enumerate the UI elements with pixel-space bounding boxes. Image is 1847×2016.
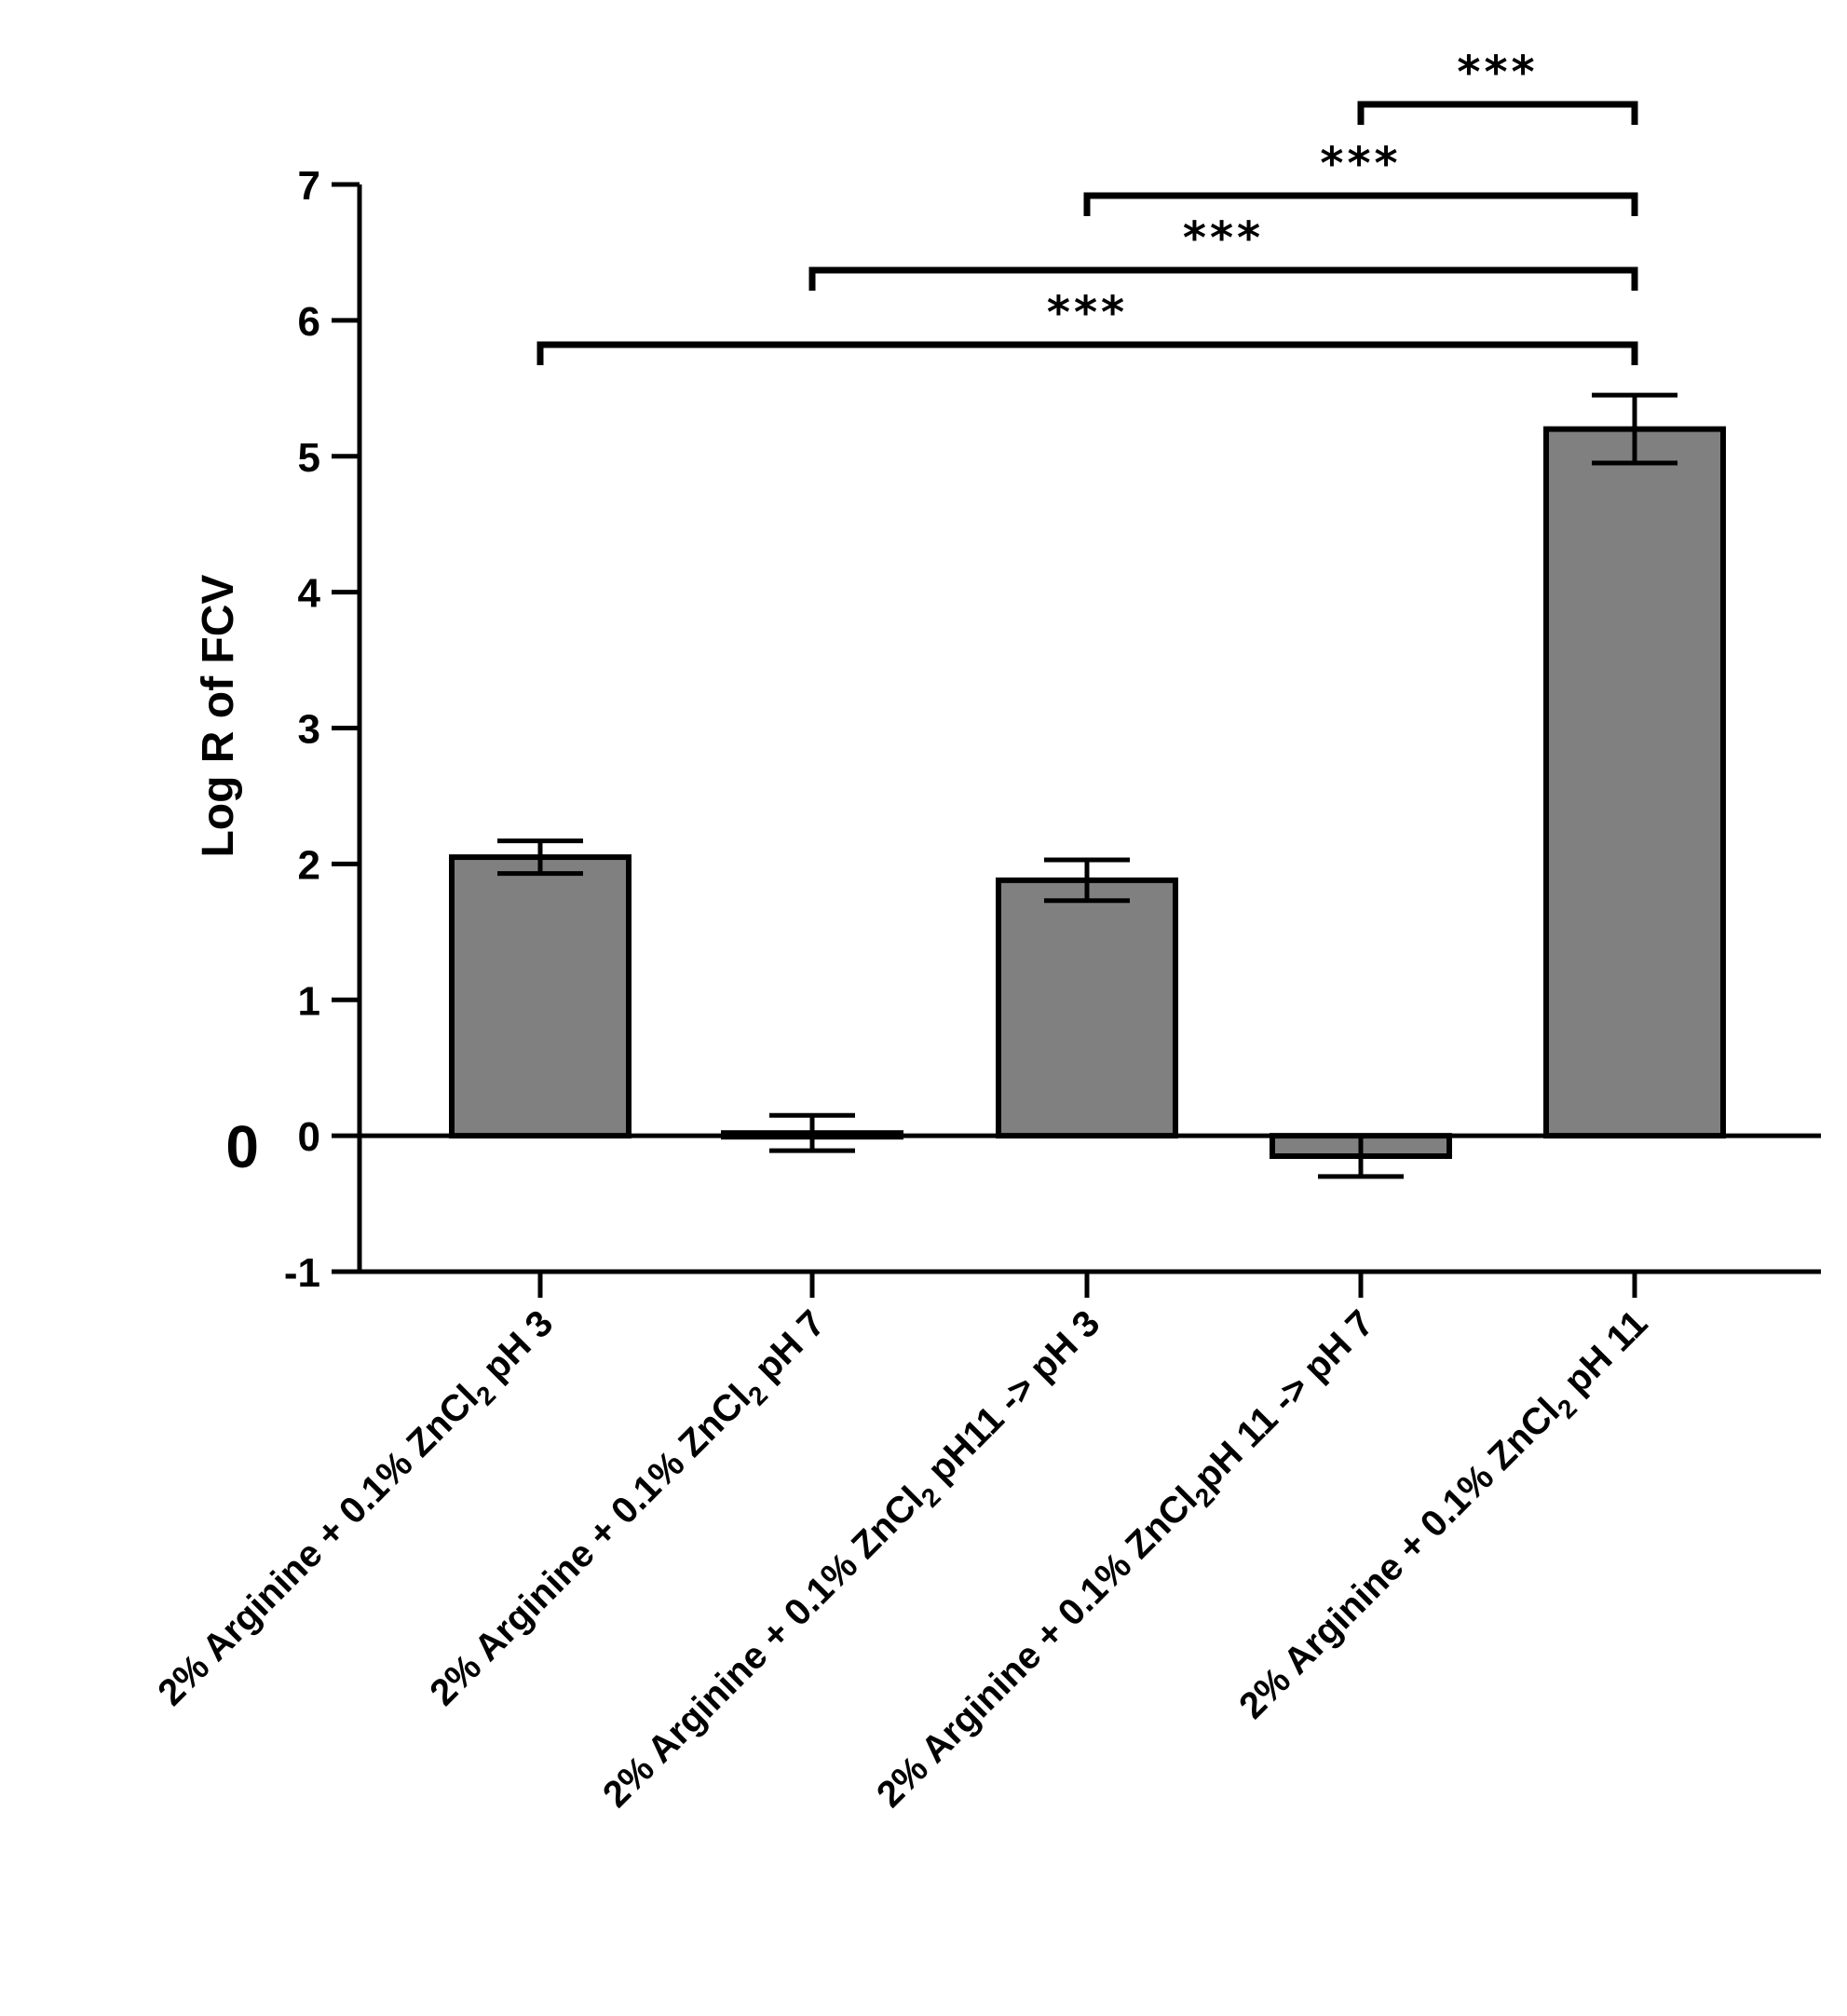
significance-brackets: *** *** *** *** bbox=[536, 47, 1638, 365]
y-tick-label: 4 bbox=[298, 571, 321, 617]
significance-label: *** bbox=[1320, 138, 1401, 190]
x-tick-label-text: pH 7 bbox=[740, 1302, 833, 1396]
x-tick-label-text: pH 11 bbox=[1549, 1302, 1655, 1409]
x-tick-label-text: 2% Arginine + 0.1% ZnCl bbox=[422, 1377, 758, 1713]
significance-label: *** bbox=[1183, 212, 1264, 265]
x-tick-label-text: 2% Arginine + 0.1% ZnCl bbox=[595, 1479, 931, 1816]
x-tick-label-text: pH 11 -> pH 7 bbox=[1187, 1302, 1382, 1498]
y-tick-label: 7 bbox=[298, 163, 320, 209]
x-tick-label-text: 2% Arginine + 0.1% ZnCl bbox=[1231, 1391, 1568, 1727]
bar bbox=[449, 854, 632, 1139]
significance-bracket bbox=[1357, 101, 1638, 125]
significance-bracket bbox=[536, 341, 1638, 365]
y-ticks: -1 0 1 2 3 4 5 6 7 bbox=[284, 163, 360, 1296]
significance-label: *** bbox=[1457, 47, 1538, 99]
significance-bracket bbox=[1083, 192, 1638, 216]
x-tick-label: 2% Arginine + 0.1% ZnCl2 pH11 -> pH 3 bbox=[595, 1302, 1112, 1819]
y-axis-title: Log R of FCV bbox=[194, 575, 243, 858]
bar bbox=[1543, 426, 1726, 1139]
significance-bracket bbox=[808, 266, 1638, 291]
zero-label: 0 bbox=[225, 1113, 259, 1180]
y-tick-label: 6 bbox=[298, 299, 320, 345]
y-tick-label: 0 bbox=[298, 1114, 320, 1160]
y-tick-label: 1 bbox=[298, 978, 320, 1024]
y-tick-label: 5 bbox=[298, 435, 320, 481]
y-tick-label: -1 bbox=[284, 1250, 320, 1296]
y-tick-label: 3 bbox=[298, 707, 320, 753]
significance-label: *** bbox=[1047, 287, 1128, 339]
x-ticks: 2% Arginine + 0.1% ZnCl2 pH 32% Arginine… bbox=[150, 1272, 1655, 1819]
bar bbox=[996, 877, 1178, 1139]
bars bbox=[449, 392, 1726, 1179]
x-tick-label-text: pH 3 bbox=[468, 1302, 561, 1396]
x-tick-label-text: 2% Arginine + 0.1% ZnCl bbox=[869, 1479, 1205, 1816]
x-tick-label: 2% Arginine + 0.1% ZnCl2pH 11 -> pH 7 bbox=[869, 1302, 1386, 1819]
x-tick-label-text: 2% Arginine + 0.1% ZnCl bbox=[150, 1377, 486, 1713]
y-tick-label: 2 bbox=[298, 842, 320, 888]
x-tick-label-text: pH11 -> pH 3 bbox=[913, 1302, 1108, 1498]
